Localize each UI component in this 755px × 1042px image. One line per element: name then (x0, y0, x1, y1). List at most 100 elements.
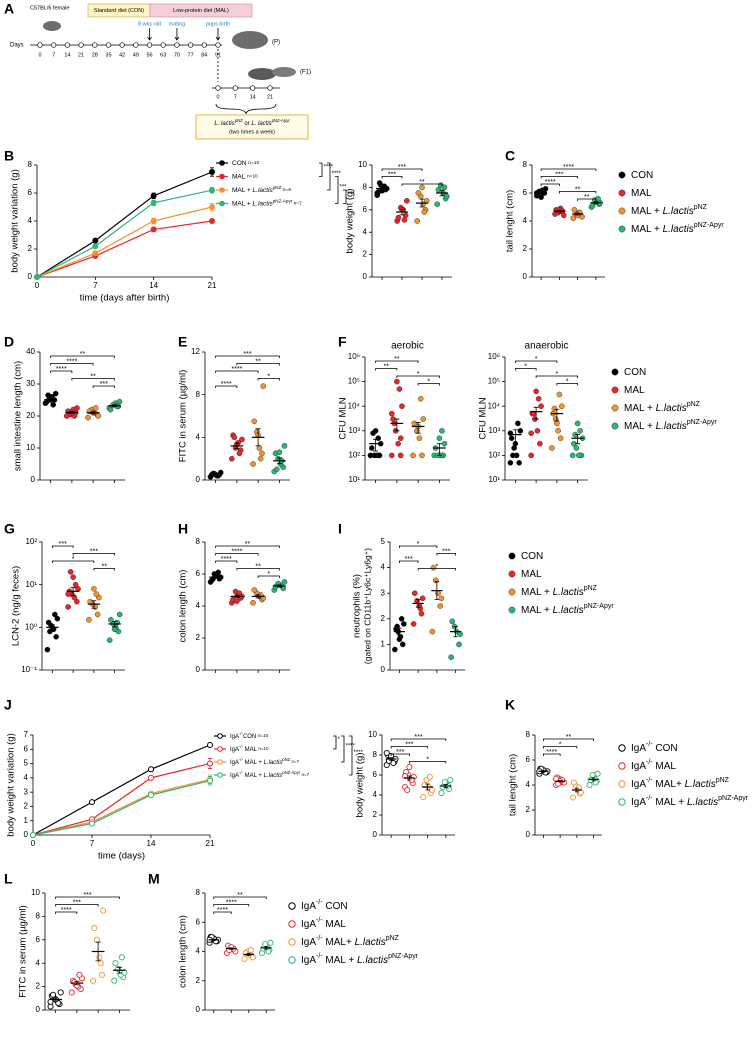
significance-bracket (257, 378, 280, 381)
text-part: -/- (239, 757, 244, 762)
text-part: n=10 (248, 160, 259, 166)
error-bar (90, 411, 96, 415)
series-line (36, 220, 213, 278)
y-tick-label: 1 (381, 640, 386, 649)
day-label: 0 (216, 94, 219, 100)
data-point (45, 392, 51, 399)
legend-label: MAL + L.lactispNZ-Apyr (624, 419, 717, 431)
significance-bracket (396, 375, 440, 378)
significance-label: * (338, 737, 341, 743)
text-part: MAL (521, 569, 542, 580)
day-marker (78, 42, 84, 48)
data-point (376, 452, 383, 459)
data-point (508, 435, 515, 442)
data-point (93, 936, 100, 943)
y-tick-label: 8 (28, 160, 33, 169)
data-point (65, 604, 71, 610)
data-point (559, 403, 565, 410)
y-axis-label: (gated on CD11b⁺Ly6c⁺Ly6g⁺) (362, 548, 372, 664)
day-label: 63 (160, 52, 166, 58)
significance-label: * (267, 571, 270, 578)
day-marker (267, 85, 273, 91)
panel-letter: I (338, 521, 342, 537)
data-point (150, 226, 157, 233)
significance-label: ** (255, 563, 261, 570)
panel-letter: F (338, 334, 347, 350)
data-point (241, 955, 248, 962)
data-point (388, 410, 395, 417)
y-tick-label: 0 (363, 272, 368, 281)
significance-bracket (540, 183, 560, 186)
significance-bracket (408, 761, 447, 764)
text-part: pNZ (386, 935, 400, 942)
y-tick-label: 40 (26, 347, 35, 356)
error-bar (95, 941, 101, 962)
data-point (415, 190, 422, 196)
significance-label: **** (231, 366, 242, 373)
text-part: MAL+ (323, 937, 355, 948)
data-point (260, 383, 267, 389)
x-axis-label: time (days after birth) (80, 293, 170, 304)
legend-label: MAL + L.lactispNZ-Apyr (631, 222, 724, 234)
data-point (549, 445, 555, 451)
panel-letter: M (148, 871, 160, 887)
significance-label: * (417, 371, 420, 378)
legend-label: IgA-/- MAL n=10 (230, 744, 269, 753)
text-part: n=7 (290, 759, 299, 764)
day-marker (174, 42, 180, 48)
error-bar (512, 429, 518, 445)
mouse-icon (272, 67, 296, 77)
error-bar (434, 581, 440, 600)
y-axis-label: tail lenght (cm) (505, 190, 516, 252)
event-label: mating (169, 21, 186, 27)
data-point (65, 591, 71, 597)
data-point (98, 971, 105, 978)
data-point (410, 452, 416, 459)
error-bar (453, 626, 458, 638)
significance-label: * (559, 741, 562, 748)
day-label: 70 (174, 52, 180, 58)
text-part: n=7 (292, 201, 302, 207)
text-part: pNZ (687, 401, 701, 408)
error-bar (591, 777, 596, 782)
significance-label: **** (231, 548, 242, 555)
significance-label: * (524, 363, 527, 370)
significance-bracket (390, 753, 410, 756)
data-point (47, 628, 53, 635)
x-tick-label: 21 (208, 281, 217, 290)
significance-bracket (381, 168, 423, 171)
data-point (52, 390, 59, 397)
significance-bracket (436, 553, 457, 556)
text-part: -/- (239, 770, 244, 775)
data-point (375, 435, 381, 442)
significance-bracket (93, 568, 116, 571)
y-tick-label: 0 (196, 1005, 201, 1014)
data-point (535, 395, 542, 402)
significance-bracket (319, 162, 323, 177)
data-point (398, 616, 405, 622)
diet-label: Standard diet (CON) (94, 8, 144, 14)
text-part: L. lactis (251, 121, 271, 127)
data-point (449, 618, 456, 625)
data-point (92, 405, 99, 411)
data-point (411, 590, 418, 597)
text-part: CON (323, 901, 348, 912)
data-point (91, 925, 98, 932)
day-label: 91 (215, 52, 221, 58)
data-point (426, 773, 433, 781)
data-point (374, 192, 381, 199)
significance-bracket (213, 896, 267, 899)
event-arrow (215, 28, 221, 41)
y-tick-label: 2 (526, 805, 531, 814)
significance-bracket (381, 176, 403, 179)
significance-bracket (51, 545, 74, 548)
y-tick-label: 7 (24, 730, 29, 739)
y-tick-label: 10⁵ (348, 377, 360, 386)
data-point (428, 786, 436, 794)
data-point (456, 641, 462, 648)
error-bar (211, 938, 216, 941)
significance-label: ** (102, 563, 108, 570)
data-point (441, 440, 448, 447)
data-point (368, 445, 375, 451)
data-point (50, 401, 56, 408)
